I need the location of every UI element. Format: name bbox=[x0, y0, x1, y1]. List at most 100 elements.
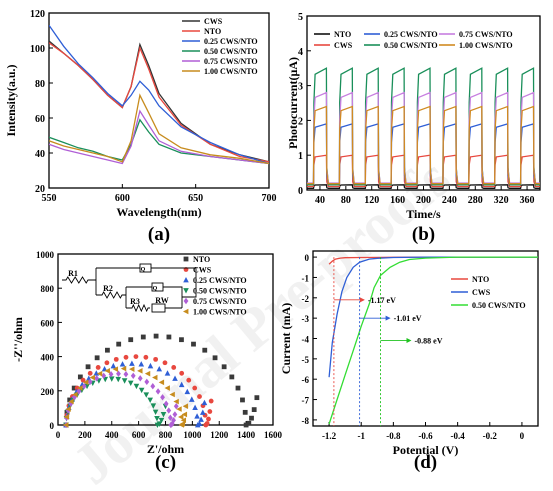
data-point bbox=[153, 333, 159, 339]
data-point bbox=[137, 375, 143, 382]
data-point bbox=[172, 411, 178, 418]
data-point bbox=[144, 370, 151, 377]
x-tick-label: -0.6 bbox=[418, 431, 433, 441]
y-axis-label: -Z''/ohm bbox=[11, 317, 25, 362]
data-point bbox=[186, 377, 192, 383]
data-point bbox=[143, 354, 149, 360]
legend-label: 0.50 CWS/NTO bbox=[384, 41, 438, 50]
series-line-0-50-cws-nto bbox=[328, 256, 538, 425]
data-point bbox=[138, 361, 145, 367]
data-point bbox=[67, 397, 73, 403]
legend-label: CWS bbox=[193, 266, 212, 275]
data-point bbox=[167, 414, 173, 421]
data-point bbox=[235, 385, 241, 391]
data-point bbox=[147, 362, 154, 369]
y-tick-label: -3 bbox=[302, 314, 310, 324]
y-tick-label: -1 bbox=[302, 273, 310, 283]
data-point bbox=[121, 378, 128, 384]
data-point bbox=[63, 414, 70, 420]
data-point bbox=[95, 365, 101, 370]
x-tick-label: 200 bbox=[78, 430, 92, 440]
annotation-arrowhead bbox=[385, 315, 391, 321]
x-tick-label: 1200 bbox=[210, 430, 229, 440]
circuit-wire bbox=[163, 286, 183, 308]
data-point bbox=[164, 370, 171, 376]
data-point bbox=[71, 385, 77, 391]
resistor-r2 bbox=[96, 291, 126, 299]
data-point bbox=[242, 409, 248, 415]
data-point bbox=[93, 370, 100, 376]
y-tick-label: 120 bbox=[30, 9, 45, 20]
data-point bbox=[152, 374, 158, 381]
data-point bbox=[110, 362, 117, 369]
legend-label: 0.75 CWS/NTO bbox=[459, 30, 513, 39]
x-tick-label: 160 bbox=[390, 195, 405, 206]
x-tick-label: -0.4 bbox=[451, 431, 466, 441]
data-point bbox=[85, 364, 91, 370]
data-point bbox=[68, 398, 74, 405]
data-point bbox=[171, 365, 177, 370]
x-tick-label: 400 bbox=[105, 430, 119, 440]
legend-label: 1.00 CWS/NTO bbox=[193, 308, 247, 317]
data-point bbox=[80, 377, 86, 383]
legend-label: 1.00 CWS/NTO bbox=[459, 41, 513, 50]
data-point bbox=[166, 407, 172, 414]
annotation-label: -1.17 eV bbox=[368, 296, 396, 305]
data-point bbox=[158, 379, 165, 386]
data-point bbox=[178, 414, 184, 420]
circuit-wire bbox=[151, 267, 197, 295]
data-point bbox=[123, 371, 129, 378]
data-point bbox=[104, 360, 110, 366]
data-point bbox=[83, 379, 89, 386]
legend-label: NTO bbox=[472, 275, 489, 284]
data-point bbox=[108, 376, 115, 382]
legend-label: 1.00 CWS/NTO bbox=[204, 67, 258, 76]
legend-marker bbox=[183, 277, 189, 283]
y-tick-label: 2 bbox=[298, 116, 303, 127]
y-tick-label: 400 bbox=[41, 353, 55, 363]
data-point bbox=[191, 341, 196, 347]
y-tick-label: 0 bbox=[50, 421, 55, 431]
data-point bbox=[116, 341, 122, 347]
data-point bbox=[143, 392, 150, 398]
data-point bbox=[169, 391, 175, 398]
data-point bbox=[240, 397, 245, 403]
series-line-0-25-cws-nto bbox=[307, 123, 540, 186]
legend-label: 0.75 CWS/NTO bbox=[193, 297, 247, 306]
y-tick-label: -7 bbox=[302, 396, 310, 406]
series-line-1-00-cws-nto bbox=[49, 93, 269, 165]
x-tick-label: 600 bbox=[115, 193, 130, 204]
legend-label: 0.25 CWS/NTO bbox=[384, 30, 438, 39]
warburg-rw bbox=[151, 303, 166, 313]
data-point bbox=[87, 378, 93, 386]
data-point bbox=[153, 356, 159, 362]
legend-label: 0.75 CWS/NTO bbox=[204, 57, 258, 66]
data-point bbox=[192, 385, 198, 391]
series-line-0-50-cws-nto bbox=[307, 67, 540, 186]
panel-d-lsv-chart: -1.2 -1 -0.8 -0.6 -0.4 -0.2 0 0 -1 -2 -3 -4 -5 -6 -7 -8… bbox=[279, 250, 539, 473]
data-point bbox=[133, 354, 139, 359]
legend-marker bbox=[183, 297, 189, 305]
data-point bbox=[155, 388, 161, 395]
panel-b-photocurrent-chart: 40 80 120 160 200 240 280 320 360 0 1 2 3 4 5 Time/s Pho… bbox=[286, 12, 541, 245]
y-tick-label: 5 bbox=[298, 12, 303, 23]
legend-marker bbox=[183, 256, 189, 262]
x-tick-label: 40 bbox=[315, 195, 325, 206]
data-point bbox=[104, 368, 110, 374]
data-point bbox=[206, 416, 211, 422]
data-point bbox=[179, 421, 186, 427]
x-tick-label: 1000 bbox=[183, 430, 202, 440]
x-tick-label: 320 bbox=[494, 195, 509, 206]
data-point bbox=[171, 417, 176, 424]
series-1-00-cws-nto bbox=[63, 365, 189, 428]
y-tick-label: 0 bbox=[298, 186, 303, 197]
y-tick-label: 3 bbox=[298, 82, 303, 93]
data-point bbox=[194, 413, 200, 419]
panel-label: (c) bbox=[155, 452, 176, 473]
data-point bbox=[89, 374, 96, 381]
data-point bbox=[201, 399, 208, 406]
x-tick-label: -1 bbox=[357, 431, 365, 441]
data-point bbox=[199, 409, 206, 415]
y-tick-label: 800 bbox=[41, 284, 55, 294]
